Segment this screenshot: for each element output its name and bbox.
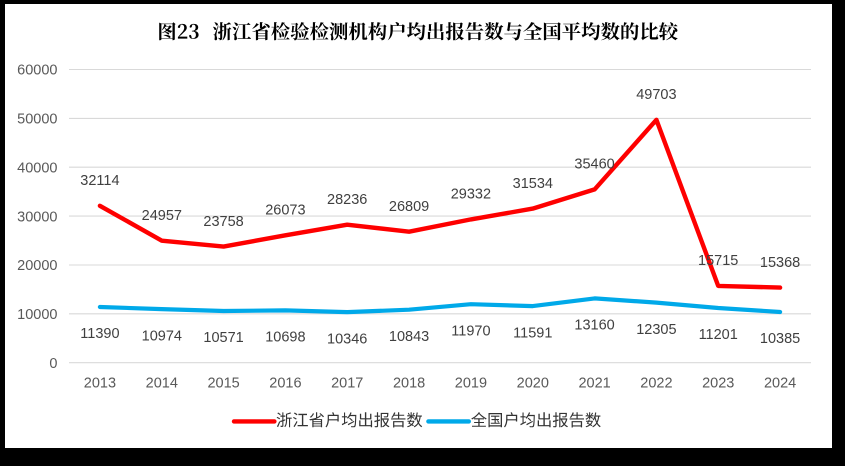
svg-text:2014: 2014 (146, 376, 178, 392)
svg-text:10571: 10571 (203, 330, 243, 346)
svg-text:15368: 15368 (760, 255, 800, 271)
svg-text:10974: 10974 (142, 328, 182, 344)
svg-text:20000: 20000 (17, 258, 57, 274)
svg-text:26073: 26073 (265, 203, 305, 219)
svg-text:11970: 11970 (451, 323, 490, 339)
svg-text:2022: 2022 (640, 376, 672, 392)
svg-text:24957: 24957 (142, 208, 182, 224)
svg-text:2017: 2017 (331, 376, 363, 392)
svg-text:40000: 40000 (17, 160, 57, 176)
svg-text:30000: 30000 (17, 209, 57, 225)
svg-text:12305: 12305 (636, 322, 676, 338)
svg-text:32114: 32114 (80, 173, 119, 189)
svg-text:23758: 23758 (203, 214, 243, 230)
svg-text:15715: 15715 (698, 253, 738, 269)
svg-text:50000: 50000 (17, 112, 57, 128)
svg-text:26809: 26809 (389, 199, 429, 215)
svg-text:10843: 10843 (389, 329, 429, 345)
svg-text:0: 0 (49, 356, 57, 372)
svg-text:2015: 2015 (207, 376, 239, 392)
svg-text:2023: 2023 (702, 376, 734, 392)
svg-text:2013: 2013 (84, 376, 116, 392)
svg-text:2020: 2020 (517, 376, 549, 392)
svg-text:31534: 31534 (513, 176, 553, 192)
svg-text:10346: 10346 (327, 331, 367, 347)
svg-text:11201: 11201 (699, 327, 738, 343)
svg-text:49703: 49703 (636, 87, 676, 103)
svg-text:60000: 60000 (17, 63, 57, 79)
svg-text:10000: 10000 (17, 307, 57, 323)
svg-text:2019: 2019 (455, 376, 487, 392)
svg-text:10385: 10385 (760, 331, 800, 347)
svg-text:13160: 13160 (574, 318, 614, 334)
svg-text:29332: 29332 (451, 187, 491, 203)
svg-text:2024: 2024 (764, 376, 796, 392)
svg-text:2021: 2021 (578, 376, 610, 392)
svg-text:2018: 2018 (393, 376, 425, 392)
svg-text:28236: 28236 (327, 192, 367, 208)
svg-text:11390: 11390 (80, 326, 119, 342)
svg-text:2016: 2016 (269, 376, 301, 392)
svg-text:10698: 10698 (265, 330, 305, 346)
svg-text:35460: 35460 (574, 157, 614, 173)
svg-text:11591: 11591 (513, 325, 552, 341)
